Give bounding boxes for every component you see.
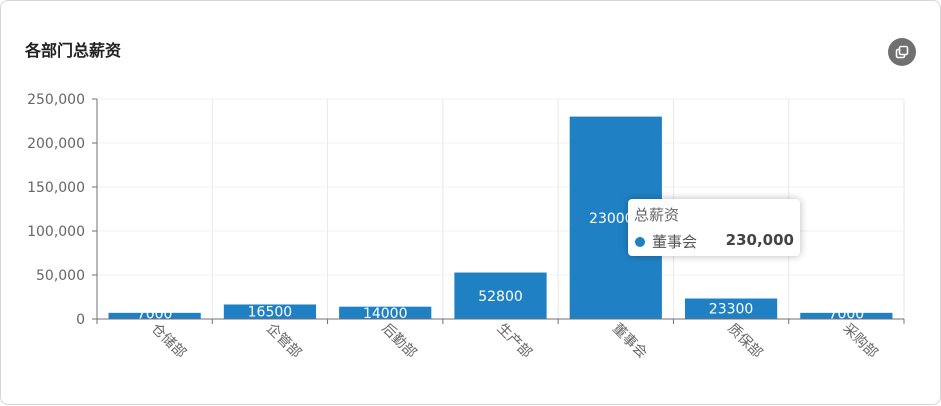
y-tick-label: 100,000: [27, 224, 85, 240]
x-tick-label: 生产部: [494, 321, 535, 362]
x-tick-label: 质保部: [724, 321, 765, 362]
data-label: 7000: [829, 307, 865, 323]
y-tick-label: 250,000: [27, 92, 85, 108]
x-tick-label: 采购部: [840, 321, 881, 362]
y-tick-label: 200,000: [27, 136, 85, 152]
x-tick-label: 后勤部: [378, 321, 419, 362]
x-tick-label: 仓储部: [148, 321, 189, 362]
tooltip: 总薪资 董事会 230,000: [628, 199, 800, 256]
tooltip-series-marker: [635, 237, 645, 247]
data-label: 23300: [709, 302, 754, 318]
bar[interactable]: [339, 306, 432, 319]
data-label: 52800: [478, 289, 523, 305]
tooltip-value: 230,000: [725, 231, 794, 249]
data-label: 16500: [248, 305, 293, 321]
x-tick-label: 企管部: [263, 320, 305, 362]
y-tick-label: 50,000: [36, 268, 85, 284]
bar[interactable]: [454, 272, 547, 319]
tooltip-category: 董事会: [652, 233, 698, 251]
y-tick-label: 0: [76, 312, 85, 328]
x-tick-label: 董事会: [609, 321, 650, 362]
bar[interactable]: [108, 312, 201, 319]
tooltip-title: 总薪资: [634, 206, 680, 224]
card-title: 各部门总薪资: [25, 41, 122, 60]
data-label: 7000: [137, 307, 173, 323]
bar[interactable]: [800, 312, 893, 319]
bar[interactable]: [684, 298, 778, 319]
y-tick-label: 150,000: [27, 180, 85, 196]
bar[interactable]: [223, 304, 317, 319]
expand-button[interactable]: [888, 38, 916, 66]
open-external-icon: [895, 45, 909, 59]
data-label: 14000: [363, 306, 408, 322]
